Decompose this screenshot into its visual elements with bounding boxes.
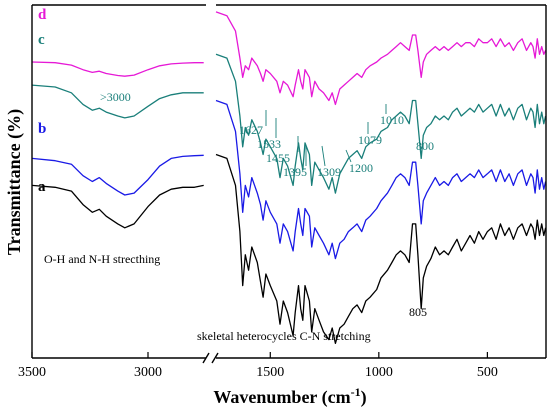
x-axis-label: Wavenumber (cm-1) [213, 385, 366, 408]
annotation-gt3000: >3000 [100, 90, 131, 104]
series-d-left-line [31, 61, 204, 77]
series-d-right-line [215, 11, 547, 106]
peak-label-1627: 1627 [239, 123, 263, 137]
peak-label-1455: 1455 [266, 151, 290, 165]
x-tick-label-3000: 3000 [134, 365, 162, 380]
x-ticks: 3500 3000 1500 1000 500 [18, 352, 498, 380]
peak-label-1010: 1010 [380, 113, 404, 127]
peak-label-800: 800 [416, 139, 434, 153]
peak-label-1200: 1200 [349, 161, 373, 175]
series-c-right-line [215, 53, 547, 194]
series-label-c: c [38, 32, 45, 48]
series-lines [31, 11, 547, 345]
leader-1309 [321, 145, 326, 167]
peak-label-1309: 1309 [317, 165, 341, 179]
series-label-b: b [38, 121, 46, 137]
break-mark-1 [202, 352, 210, 364]
x-tick-label-1500: 1500 [256, 365, 284, 380]
peak-label-1079: 1079 [358, 133, 382, 147]
series-label-a: a [38, 179, 46, 195]
peak-labels: 1627 1533 1455 1395 1309 1200 1079 1010 … [239, 113, 434, 179]
axis-frame [31, 4, 547, 364]
x-tick-label-500: 500 [477, 365, 498, 380]
series-a-right-line [215, 153, 547, 345]
peak-label-1533: 1533 [257, 137, 281, 151]
annotation-805: 805 [409, 305, 427, 319]
annotation-skeletal: skeletal heterocycles C-N stretching [197, 329, 371, 343]
series-b-left-line [31, 154, 204, 196]
series-a-left-line [31, 184, 204, 229]
annotation-oh-nh: O-H and N-H strecthing [44, 252, 160, 266]
x-tick-label-1000: 1000 [365, 365, 393, 380]
y-axis-label: Transmittance (%) [4, 109, 25, 255]
series-b-right-line [215, 99, 547, 260]
peak-leaders [265, 104, 387, 167]
leader-1200 [345, 149, 352, 163]
series-label-d: d [38, 7, 47, 23]
series-c-left-line [31, 84, 204, 119]
peak-label-1395: 1395 [283, 165, 307, 179]
x-tick-label-3500: 3500 [18, 365, 46, 380]
break-mark-2 [211, 352, 219, 364]
